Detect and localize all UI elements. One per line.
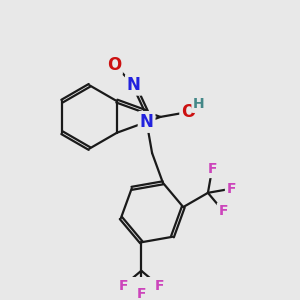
Text: H: H <box>193 97 205 111</box>
Text: F: F <box>136 287 146 300</box>
Text: F: F <box>207 163 217 176</box>
Text: N: N <box>140 113 154 131</box>
Text: F: F <box>226 182 236 196</box>
Text: F: F <box>155 279 164 293</box>
Text: N: N <box>127 76 141 94</box>
Text: F: F <box>118 279 128 293</box>
Text: O: O <box>106 56 121 74</box>
Text: F: F <box>218 204 228 218</box>
Text: O: O <box>181 103 196 121</box>
